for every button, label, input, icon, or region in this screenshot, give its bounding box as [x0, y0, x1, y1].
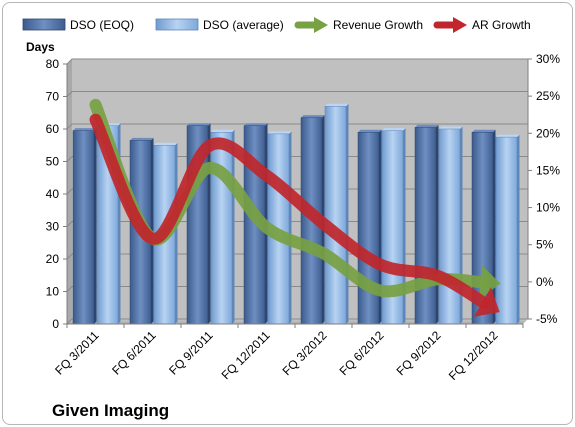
y2-tick-label: -5%: [536, 312, 558, 326]
bar-dso-eoq-fq-3-2011: [72, 130, 95, 325]
bar-dso-average-fq-6-2012-top: [382, 128, 406, 131]
legend-dso-eoq-label: DSO (EOQ): [70, 18, 134, 32]
bar-dso-eoq-fq-9-2011-top: [187, 123, 211, 126]
y2-tick-label: 25%: [536, 89, 560, 103]
legend-ar-growth-label: AR Growth: [472, 18, 531, 32]
growth-lines: [89, 98, 501, 317]
gridline: [66, 123, 528, 130]
chart-title: Given Imaging: [52, 401, 169, 420]
plot-floor: [67, 319, 528, 324]
legend-dso-average-label: DSO (average): [203, 18, 284, 32]
legend-revenue-growth-swatch-head: [314, 17, 328, 33]
chart-svg: DSO (EOQ) DSO (average) Revenue Growth AR G…: [22, 17, 560, 420]
y2-tick-label: 30%: [536, 52, 560, 66]
y2-tick-label: 10%: [536, 201, 560, 215]
bar-dso-average-fq-3-2012-side: [346, 103, 349, 324]
gridline: [66, 58, 528, 65]
x-tick-label: FQ 9/2011: [166, 328, 216, 378]
bar-dso-average-fq-9-2011-top: [211, 129, 235, 133]
legend-revenue-growth-label: Revenue Growth: [333, 18, 423, 32]
bar-dso-average-fq-12-2012: [495, 136, 518, 325]
bar-dso-eoq-fq-6-2012-top: [358, 129, 382, 133]
y-tick-label: 30: [46, 220, 60, 234]
x-tick-label: FQ 12/2011: [219, 328, 273, 382]
bar-dso-eoq-fq-6-2011-top: [130, 137, 154, 141]
y-tick-label: 60: [46, 122, 60, 136]
bar-dso-average-fq-9-2012: [438, 128, 461, 325]
legend: DSO (EOQ) DSO (average) Revenue Growth AR G…: [22, 17, 531, 33]
bar-dso-average-fq-3-2012-top: [325, 103, 349, 107]
y-tick-label: 40: [46, 187, 60, 201]
revenue-growth-arrowhead: [479, 265, 501, 300]
bar-dso-eoq-fq-3-2012-top: [301, 115, 325, 118]
bar-dso-eoq-fq-9-2012-top: [415, 124, 439, 128]
bar-dso-eoq-fq-3-2011-side: [94, 128, 97, 324]
ar-growth-line: [89, 113, 491, 310]
bar-dso-eoq-fq-6-2012-side: [379, 129, 382, 324]
bar-dso-average-fq-12-2012-side: [517, 134, 520, 324]
bar-dso-average-fq-9-2011: [210, 132, 233, 325]
bar-dso-average-fq-6-2011-top: [154, 142, 178, 146]
y-tick-label: 50: [46, 155, 60, 169]
bar-dso-average-fq-12-2011-top: [268, 131, 292, 134]
bar-dso-eoq-fq-12-2012-side: [493, 129, 496, 324]
gridline: [66, 91, 528, 97]
bar-dso-average-fq-9-2012-top: [439, 126, 463, 129]
y2-tick-label: 0%: [536, 275, 554, 289]
bar-dso-average-fq-12-2011-side: [289, 131, 292, 324]
y-tick-label: 70: [46, 90, 60, 104]
bar-dso-average-fq-6-2011-side: [175, 142, 178, 324]
bar-dso-eoq-fq-12-2011-top: [244, 123, 268, 126]
y2-tick-label: 20%: [536, 126, 560, 140]
y2-tick-label: 15%: [536, 163, 560, 177]
x-tick-label: FQ 3/2012: [280, 328, 330, 378]
y-tick-label: 20: [46, 252, 60, 266]
legend-dso-average-swatch: [155, 18, 199, 31]
bar-dso-eoq-fq-3-2011-top: [73, 128, 97, 131]
x-tick-label: FQ 12/2012: [446, 328, 501, 383]
y-tick-label: 10: [46, 285, 60, 299]
bar-dso-average-fq-3-2012: [324, 106, 347, 325]
bar-dso-average-fq-9-2011-side: [232, 129, 235, 324]
bar-dso-eoq-fq-12-2012-top: [472, 129, 496, 133]
legend-ar-growth-swatch-head: [453, 17, 467, 33]
bar-dso-average-fq-12-2012-top: [496, 134, 520, 138]
x-tick-label: FQ 3/2011: [52, 328, 102, 378]
legend-dso-eoq-swatch: [22, 18, 66, 31]
x-tick-label: FQ 9/2012: [394, 328, 444, 378]
x-tick-label: FQ 6/2012: [337, 328, 387, 378]
bar-dso-eoq-fq-9-2012-side: [436, 124, 439, 324]
bar-dso-eoq-fq-9-2012: [414, 127, 437, 325]
y-tick-label: 80: [46, 57, 60, 71]
y-tick-label: 0: [52, 317, 59, 331]
y2-tick-label: 5%: [536, 238, 554, 252]
x-tick-label: FQ 6/2011: [109, 328, 159, 378]
ar-growth-arrowhead: [473, 287, 500, 317]
y-axis-label: Days: [26, 40, 55, 54]
